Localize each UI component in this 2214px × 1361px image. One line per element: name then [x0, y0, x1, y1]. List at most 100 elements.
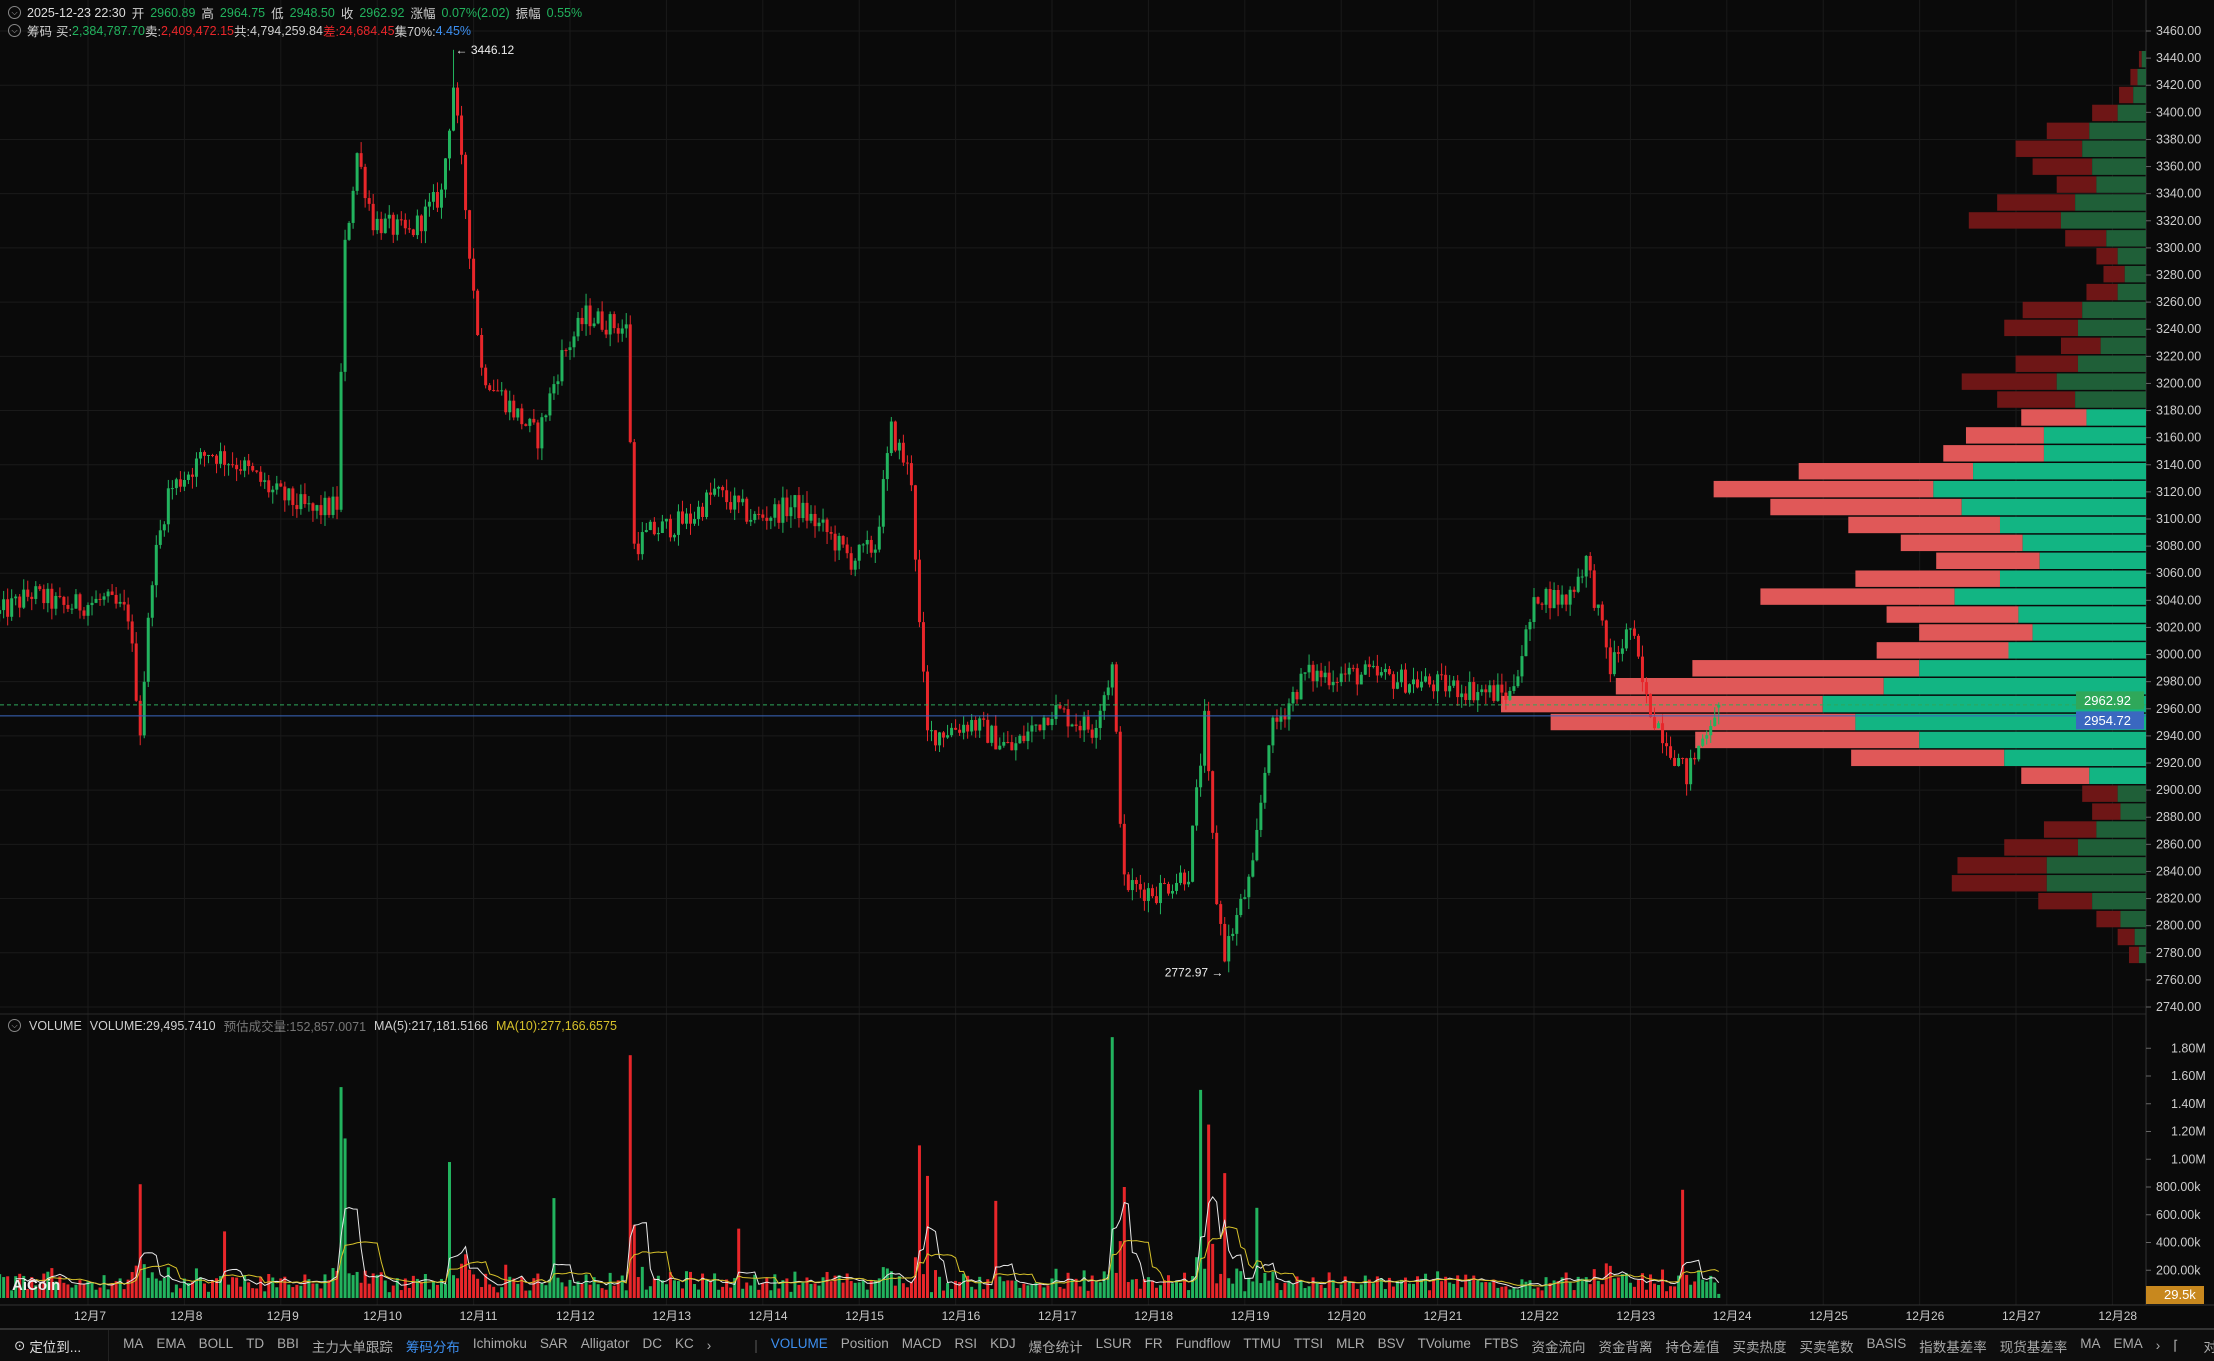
profile-sell-bar [1968, 212, 2061, 229]
candle [624, 324, 628, 329]
indicator-bbi[interactable]: BBI [277, 1335, 299, 1351]
volume-bar [1235, 1268, 1239, 1298]
indicator-ftbs[interactable]: FTBS [1483, 1335, 1519, 1351]
candle [239, 469, 243, 471]
price-tick-label: 3120.00 [2156, 485, 2201, 499]
indicator-ttmu[interactable]: TTMU [1243, 1335, 1281, 1351]
volume-bar [1227, 1278, 1231, 1298]
volume-bar [508, 1276, 512, 1298]
buy-label: 买: [56, 25, 72, 39]
candle [869, 539, 873, 553]
volume-bar [873, 1280, 877, 1298]
candle [1062, 708, 1066, 710]
price-tick-label: 2900.00 [2156, 783, 2201, 797]
candle [1532, 597, 1536, 623]
indicator-bsv[interactable]: BSV [1377, 1335, 1405, 1351]
candle [452, 87, 456, 131]
volume-bar [464, 1254, 468, 1298]
indicator-tvolume[interactable]: TVolume [1417, 1335, 1471, 1351]
indicator-rsi[interactable]: RSI [954, 1335, 978, 1351]
indicator-ma[interactable]: MA [123, 1335, 144, 1351]
indicator-筹码分布[interactable]: 筹码分布 [405, 1339, 460, 1355]
indicator-ma[interactable]: MA [2080, 1335, 2101, 1351]
volume-bar [1375, 1276, 1379, 1298]
indicator-资金流向[interactable]: 资金流向 [1531, 1339, 1586, 1355]
volume-bar [1142, 1279, 1146, 1298]
draw-tool-icon[interactable]: ⌈ [2173, 1337, 2179, 1353]
volume-bar [90, 1282, 94, 1298]
candle [913, 485, 917, 560]
volume-bar [198, 1277, 202, 1298]
volume-bar [1215, 1283, 1219, 1298]
collapse-icon[interactable]: ⌵ [8, 1019, 21, 1032]
indicator-boll[interactable]: BOLL [198, 1335, 234, 1351]
indicator-爆仓统计[interactable]: 爆仓统计 [1028, 1339, 1083, 1355]
indicator-ema[interactable]: EMA [156, 1335, 186, 1351]
volume-tick-label: 1.60M [2171, 1069, 2206, 1083]
indicator-主力大单跟踪[interactable]: 主力大单跟踪 [311, 1339, 393, 1355]
indicator-volume[interactable]: VOLUME [770, 1335, 828, 1351]
indicator-fundflow[interactable]: Fundflow [1175, 1335, 1231, 1351]
more-main-indicators-icon[interactable]: › [706, 1338, 712, 1353]
indicator-持仓差值[interactable]: 持仓差值 [1665, 1339, 1720, 1355]
candle [158, 530, 162, 545]
indicator-现货基差率[interactable]: 现货基差率 [1999, 1339, 2068, 1355]
candle [22, 589, 26, 608]
indicator-指数基差率[interactable]: 指数基差率 [1919, 1339, 1987, 1355]
indicator-fr[interactable]: FR [1144, 1335, 1163, 1351]
date-tick-label: 12月14 [749, 1309, 788, 1323]
indicator-资金背离[interactable]: 资金背离 [1598, 1339, 1653, 1355]
volume-bar [934, 1270, 938, 1298]
indicator-basis[interactable]: BASIS [1866, 1335, 1907, 1351]
volume-bar [22, 1275, 26, 1298]
kline-chart[interactable]: 3460.00 3440.00 3420.00 3400.00 3380.00 3360.… [0, 0, 2214, 1328]
volume-bar [1199, 1089, 1203, 1298]
indicator-ema[interactable]: EMA [2113, 1335, 2143, 1351]
indicator-alligator[interactable]: Alligator [580, 1335, 630, 1351]
collapse-icon[interactable]: ⌵ [8, 6, 21, 19]
volume-bar [1588, 1284, 1592, 1298]
indicator-kdj[interactable]: KDJ [990, 1335, 1016, 1351]
indicator-mlr[interactable]: MLR [1336, 1335, 1365, 1351]
candle [905, 462, 909, 464]
log-scale-toggle[interactable]: 对数 [2204, 1336, 2214, 1356]
indicator-position[interactable]: Position [840, 1335, 889, 1351]
candle [1556, 589, 1560, 605]
more-sub-indicators-icon[interactable]: › [2155, 1338, 2161, 1353]
volume-bar [323, 1274, 327, 1298]
indicator-ttsi[interactable]: TTSI [1293, 1335, 1324, 1351]
indicator-kc[interactable]: KC [674, 1335, 694, 1351]
candle [757, 513, 761, 515]
indicator-dc[interactable]: DC [642, 1335, 662, 1351]
collapse-icon[interactable]: ⌵ [8, 24, 21, 37]
indicator-ichimoku[interactable]: Ichimoku [472, 1335, 527, 1351]
indicator-买卖笔数[interactable]: 买卖笔数 [1799, 1339, 1854, 1355]
candle [399, 219, 403, 221]
indicator-td[interactable]: TD [246, 1335, 265, 1351]
indicator-lsur[interactable]: LSUR [1095, 1335, 1132, 1351]
volume-bar [130, 1272, 134, 1298]
candle [367, 198, 371, 204]
candle [1239, 898, 1243, 916]
volume-bar [1500, 1286, 1504, 1298]
candle [1287, 703, 1291, 720]
candle [259, 471, 263, 482]
candle [219, 451, 223, 464]
indicator-sar[interactable]: SAR [539, 1335, 568, 1351]
candle [1717, 704, 1721, 708]
price-tick-label: 3160.00 [2156, 431, 2201, 445]
price-tick-label: 2960.00 [2156, 702, 2201, 716]
volume-bar [917, 1145, 921, 1298]
volume-bar [279, 1278, 283, 1298]
indicator-macd[interactable]: MACD [901, 1335, 942, 1351]
candle [693, 519, 697, 524]
candle [1203, 710, 1207, 766]
price-tick-label: 2840.00 [2156, 864, 2201, 878]
candle [439, 189, 443, 208]
candle [6, 599, 10, 617]
indicator-买卖热度[interactable]: 买卖热度 [1732, 1339, 1787, 1355]
candle [190, 474, 194, 477]
candle [1158, 882, 1162, 904]
volume-bar [1355, 1288, 1359, 1298]
locate-button[interactable]: ⊙ 定位到... [0, 1330, 110, 1361]
